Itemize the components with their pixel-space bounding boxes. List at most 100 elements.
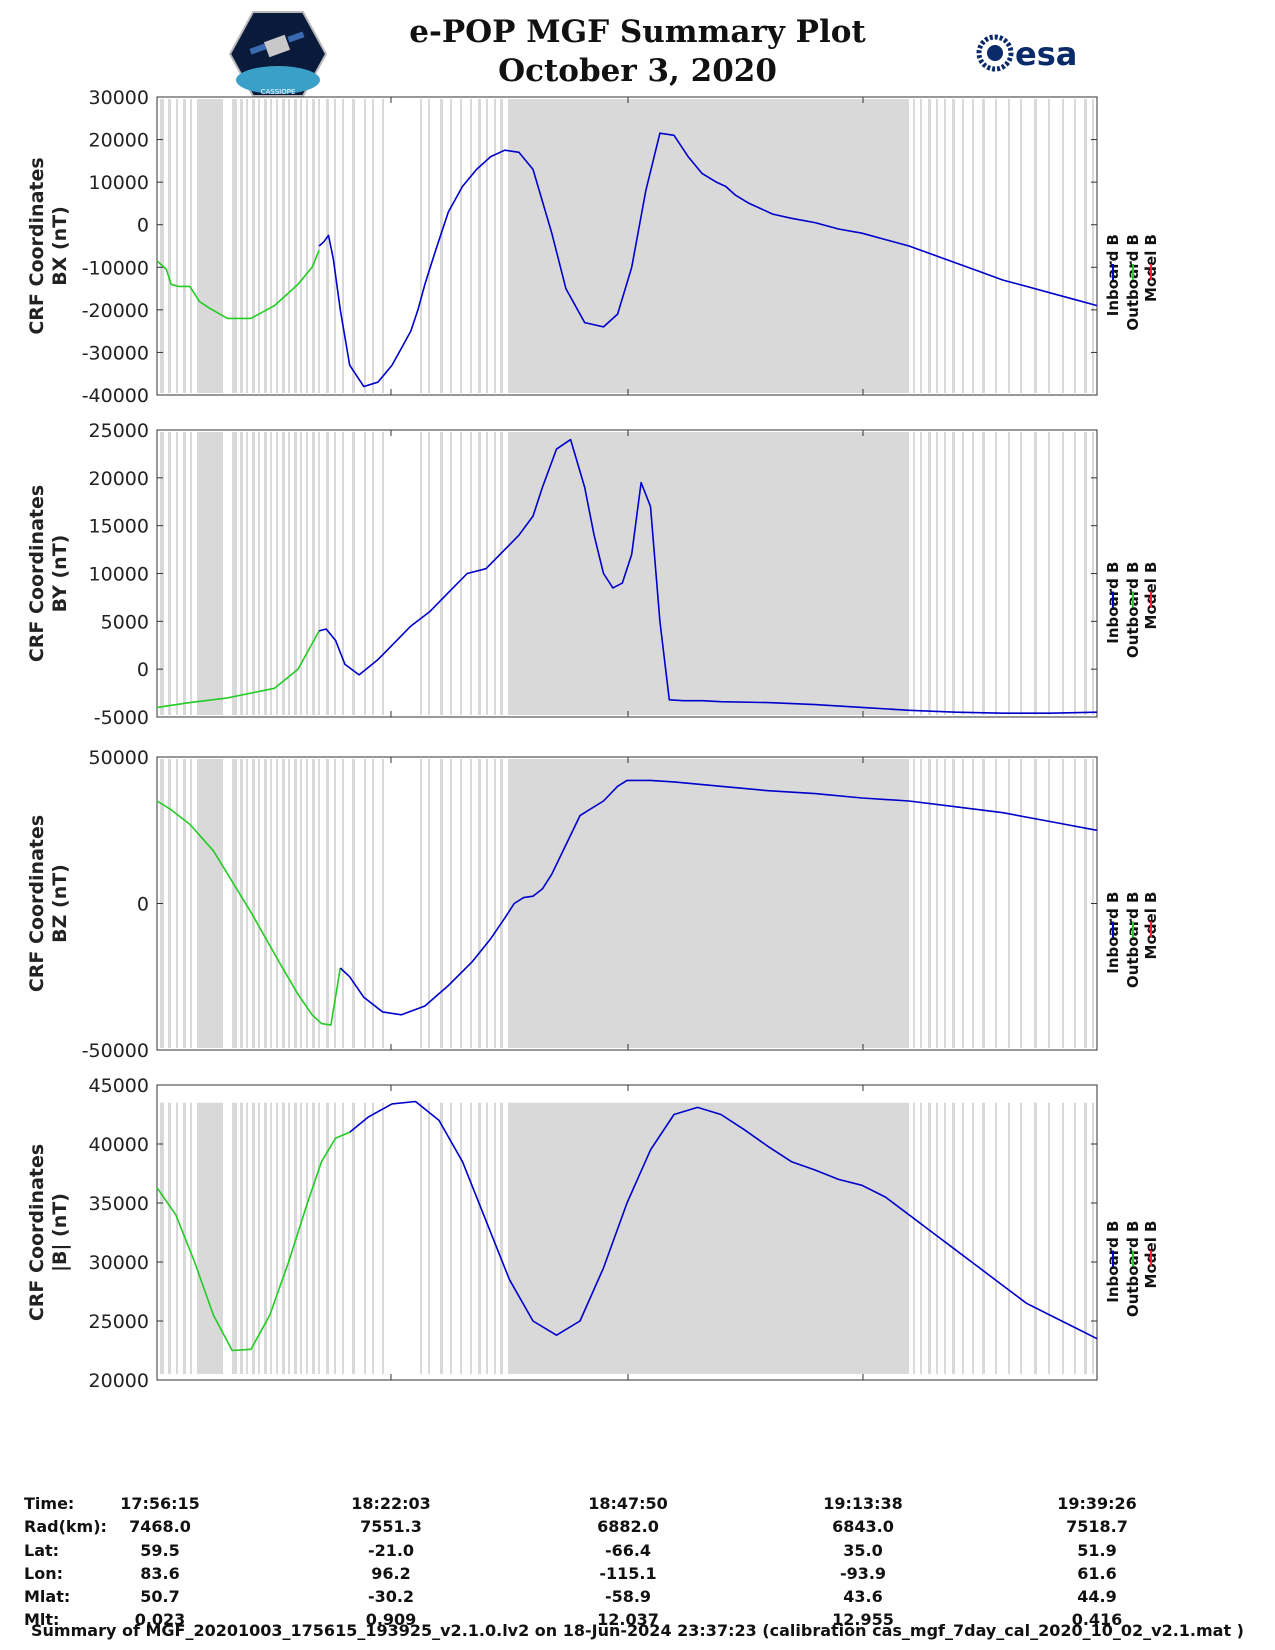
shaded-stripe [306, 759, 308, 1048]
shaded-stripe [232, 432, 237, 715]
shaded-stripe [190, 1102, 192, 1374]
shaded-stripe [300, 759, 302, 1048]
ephemeris-value-lat: -66.4 [604, 1541, 652, 1560]
shaded-stripe [1048, 1102, 1050, 1374]
shaded-stripe [312, 1102, 315, 1374]
shaded-stripe [258, 432, 260, 715]
legend-label: Outboard B [1124, 892, 1142, 989]
shaded-stripe [1048, 759, 1050, 1048]
shaded-stripe [906, 759, 909, 1048]
shaded-stripe [920, 1102, 922, 1374]
shaded-stripe [342, 99, 344, 393]
shaded-stripe [928, 759, 931, 1048]
ephemeris-value-rad: 7551.3 [360, 1517, 422, 1536]
shaded-stripe [246, 432, 248, 715]
shaded-stripe [168, 1102, 171, 1374]
shaded-stripe [486, 759, 488, 1048]
shaded-stripe [962, 99, 964, 393]
shaded-stripe [944, 99, 946, 393]
shaded-stripe [500, 759, 503, 1048]
ephemeris-row-label: Time: [24, 1494, 75, 1513]
ephemeris-value-mlat: -30.2 [367, 1587, 415, 1606]
shaded-stripe [232, 1102, 237, 1374]
series-line-inboard-b [349, 1100, 1098, 1340]
chart-title: e-POP MGF Summary Plot [409, 14, 866, 50]
shaded-stripe [197, 1102, 223, 1374]
shaded-stripe [382, 759, 384, 1048]
ephemeris-row-label: Mlat: [24, 1587, 71, 1606]
shaded-stripe [246, 759, 248, 1048]
shaded-stripe [176, 1102, 178, 1374]
y-axis-label-line1: CRF Coordinates [26, 485, 48, 662]
legend-label: Outboard B [1124, 1221, 1142, 1318]
panel-2: 25000 20000 15000 10000 5000 0 -5000 CRF Coordi… [26, 420, 1160, 729]
shaded-stripe [306, 1102, 308, 1374]
ephemeris-row-label: Lon: [24, 1564, 63, 1583]
shaded-stripe [936, 432, 938, 715]
esa-logo-text: esa [1015, 35, 1077, 73]
shaded-stripe [276, 1102, 278, 1374]
shaded-stripe [1062, 1102, 1064, 1374]
shaded-stripe [334, 99, 336, 393]
shaded-stripe [168, 99, 171, 393]
shaded-stripe [972, 759, 974, 1048]
shaded-stripe [470, 759, 472, 1048]
shaded-stripe [500, 99, 503, 393]
y-tick-label: 30000 [89, 1252, 149, 1274]
shaded-stripe [1020, 432, 1022, 715]
y-tick-label: -5000 [94, 707, 149, 729]
shaded-stripe [478, 432, 481, 715]
shaded-stripe [494, 1102, 496, 1374]
shaded-stripe [920, 432, 922, 715]
shaded-stripe [1062, 759, 1064, 1048]
y-tick-label: 0 [137, 659, 149, 681]
shaded-stripe [460, 759, 462, 1048]
y-tick-label: 0 [137, 215, 149, 237]
ephemeris-value-rad: 7468.0 [129, 1517, 191, 1536]
ephemeris-value-lon: -115.1 [599, 1564, 657, 1583]
shaded-stripe [952, 432, 955, 715]
ephemeris-value-rad: 7518.7 [1066, 1517, 1128, 1536]
shaded-interval [508, 1102, 906, 1374]
shaded-stripe [334, 759, 336, 1048]
shaded-stripe [494, 99, 496, 393]
shaded-stripe [382, 99, 384, 393]
shaded-stripe [450, 759, 452, 1048]
shaded-stripe [928, 1102, 931, 1374]
panel-4: 45000 40000 35000 30000 25000 20000 CRF Coordi… [26, 1075, 1160, 1392]
shaded-stripe [428, 759, 430, 1048]
chart-subtitle-date: October 3, 2020 [498, 53, 777, 89]
legend-label: Outboard B [1124, 562, 1142, 659]
shaded-stripe [352, 99, 355, 393]
shaded-stripe [1074, 1102, 1076, 1374]
shaded-stripe [460, 99, 462, 393]
y-tick-label: -10000 [82, 257, 149, 279]
shaded-stripe [352, 432, 355, 715]
y-tick-label: 10000 [89, 564, 149, 586]
shaded-stripe [342, 432, 344, 715]
ephemeris-value-time: 17:56:15 [120, 1494, 200, 1513]
shaded-stripe [486, 432, 488, 715]
legend-label: Outboard B [1124, 234, 1142, 331]
shaded-stripe [168, 432, 171, 715]
y-tick-label: 0 [137, 894, 149, 916]
shaded-stripe [190, 432, 192, 715]
shaded-stripe [1062, 99, 1064, 393]
y-tick-label: 30000 [89, 87, 149, 109]
shaded-stripe [382, 432, 384, 715]
shaded-stripe [288, 432, 290, 715]
shaded-stripe [1008, 99, 1010, 393]
shaded-stripe [197, 432, 223, 715]
shaded-stripe [240, 99, 243, 393]
shaded-stripe [300, 432, 302, 715]
shaded-stripe [197, 99, 223, 393]
shaded-stripe [1048, 432, 1050, 715]
shaded-stripe [183, 759, 186, 1048]
shaded-stripe [1074, 99, 1076, 393]
shaded-stripe [920, 99, 922, 393]
y-axis-label-line1: CRF Coordinates [26, 815, 48, 992]
y-tick-label: -20000 [82, 300, 149, 322]
shaded-stripe [282, 1102, 285, 1374]
shaded-stripe [420, 759, 422, 1048]
